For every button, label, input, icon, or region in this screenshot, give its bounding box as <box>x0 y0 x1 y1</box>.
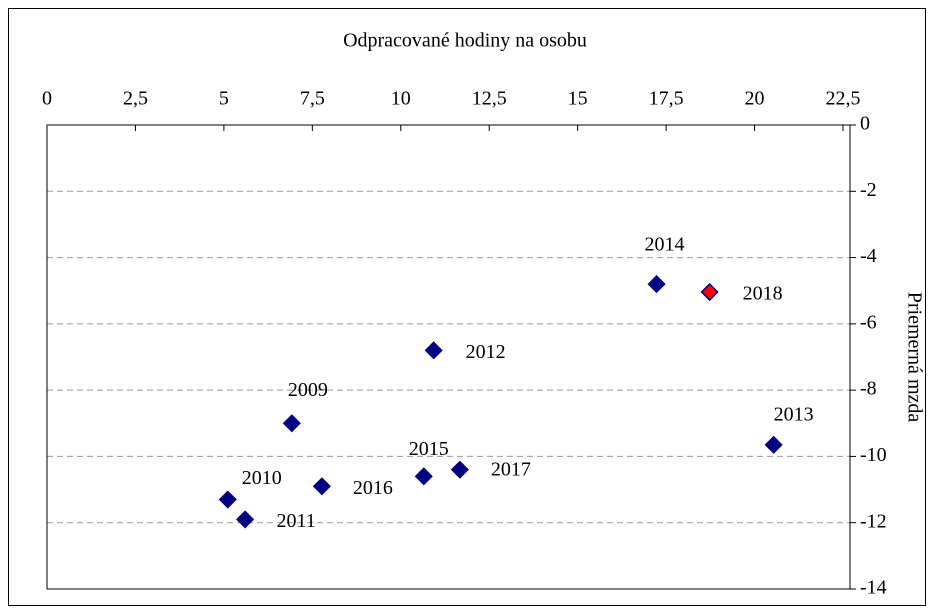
x-tick-label: 10 <box>391 88 411 110</box>
point-label: 2010 <box>242 467 282 489</box>
scatter-point <box>236 510 255 529</box>
y-tick-label: -4 <box>860 245 877 267</box>
point-label: 2018 <box>743 283 783 305</box>
x-tick-label: 15 <box>568 88 588 110</box>
x-axis-label: Odpracované hodiny na osobu <box>343 30 587 52</box>
scatter-point <box>764 435 783 454</box>
y-tick-label: -14 <box>860 577 887 599</box>
x-tick-label: 17,5 <box>649 88 684 110</box>
scatter-point <box>414 467 433 486</box>
point-label: 2013 <box>774 403 814 425</box>
scatter-point <box>282 414 301 433</box>
chart-border <box>8 8 926 606</box>
x-tick-label: 0 <box>42 88 52 110</box>
y-tick-label: -12 <box>860 510 887 532</box>
plot-area <box>46 124 851 590</box>
point-label: 2014 <box>645 234 685 256</box>
point-label: 2017 <box>491 458 531 480</box>
y-tick-label: -10 <box>860 444 887 466</box>
point-label: 2011 <box>276 510 315 532</box>
point-label: 2012 <box>466 341 506 363</box>
scatter-point <box>450 460 469 479</box>
point-label: 2016 <box>353 477 393 499</box>
y-tick-label: -8 <box>860 378 877 400</box>
x-tick-label: 2,5 <box>123 88 148 110</box>
y-axis-label: Priemerná mzda <box>903 292 925 423</box>
y-tick-label: 0 <box>860 113 870 135</box>
scatter-point <box>312 477 331 496</box>
y-tick-label: -6 <box>860 311 877 333</box>
point-label: 2009 <box>288 379 328 401</box>
x-tick-label: 22,5 <box>826 88 861 110</box>
scatter-point <box>700 282 719 302</box>
scatter-point <box>218 490 237 509</box>
point-label: 2015 <box>409 438 449 460</box>
scatter-point <box>424 341 443 360</box>
scatter-point <box>647 275 666 294</box>
x-tick-label: 20 <box>745 88 765 110</box>
x-tick-label: 7,5 <box>300 88 325 110</box>
x-tick-label: 5 <box>219 88 229 110</box>
x-tick-label: 12,5 <box>472 88 507 110</box>
y-tick-label: -2 <box>860 179 877 201</box>
